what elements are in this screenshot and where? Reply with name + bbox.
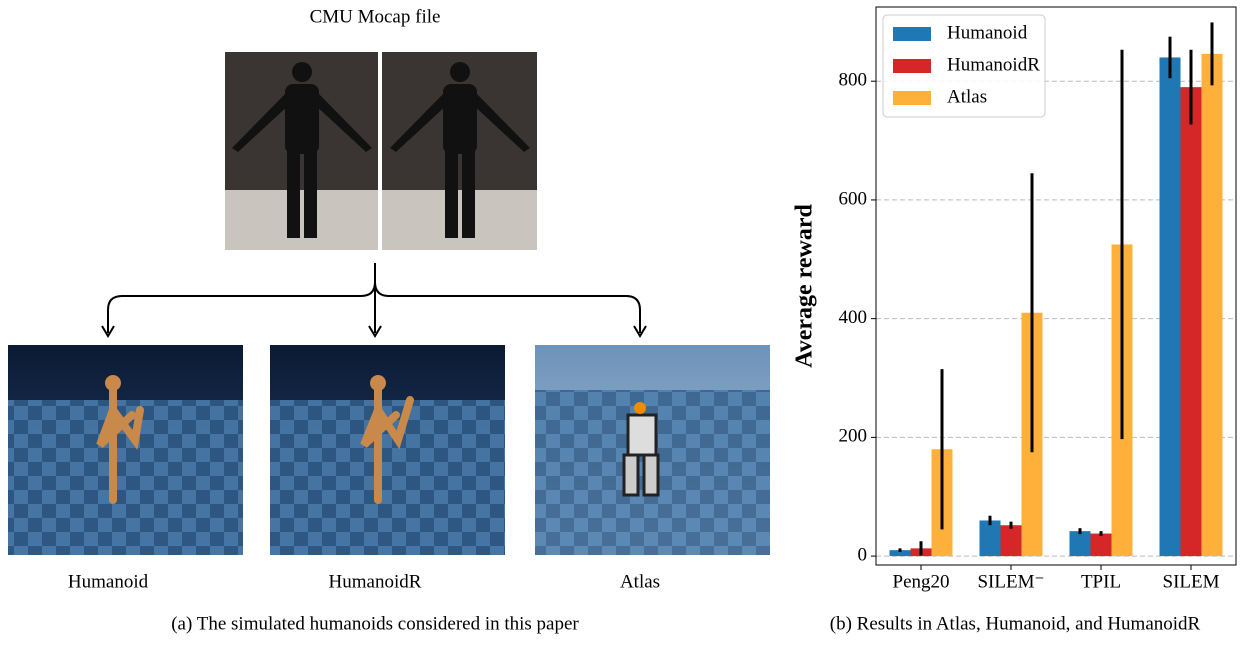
legend-swatch bbox=[893, 91, 931, 105]
panel-title: CMU Mocap file bbox=[310, 6, 441, 27]
x-tick-label: Peng20 bbox=[893, 571, 950, 592]
y-tick-label: 200 bbox=[839, 426, 868, 447]
humanoid-image bbox=[8, 345, 243, 555]
bar bbox=[1070, 531, 1091, 556]
bar bbox=[1001, 525, 1022, 556]
legend-label: Atlas bbox=[947, 86, 987, 107]
bar bbox=[980, 520, 1001, 556]
legend-label: HumanoidR bbox=[947, 54, 1040, 75]
x-tick-label: SILEM bbox=[1163, 571, 1220, 592]
figure: CMU Mocap file Humanoid HumanoidR Atlas … bbox=[0, 0, 1249, 640]
robot-label: HumanoidR bbox=[329, 571, 422, 592]
legend-swatch bbox=[893, 27, 931, 41]
bar bbox=[1160, 57, 1181, 556]
legend-swatch bbox=[893, 59, 931, 73]
x-tick-label: TPIL bbox=[1081, 571, 1121, 592]
caption: (b) Results in Atlas, Humanoid, and Huma… bbox=[830, 613, 1201, 634]
y-tick-label: 0 bbox=[858, 544, 868, 565]
robot-label: Atlas bbox=[620, 571, 660, 592]
y-axis-label: Average reward bbox=[792, 203, 818, 367]
x-tick-label: SILEM⁻ bbox=[977, 571, 1044, 592]
caption: (a) The simulated humanoids considered i… bbox=[171, 613, 579, 634]
bar bbox=[1202, 54, 1223, 556]
bar bbox=[1091, 534, 1112, 557]
y-tick-label: 800 bbox=[839, 70, 868, 91]
humanoidr-image bbox=[270, 345, 505, 555]
legend-label: Humanoid bbox=[947, 22, 1028, 43]
mocap-image bbox=[225, 52, 537, 250]
robot-label: Humanoid bbox=[68, 571, 149, 592]
bar bbox=[1181, 87, 1202, 556]
y-tick-label: 400 bbox=[839, 307, 868, 328]
arrows bbox=[102, 263, 646, 336]
atlas-image bbox=[535, 345, 770, 555]
y-tick-label: 600 bbox=[839, 188, 868, 209]
